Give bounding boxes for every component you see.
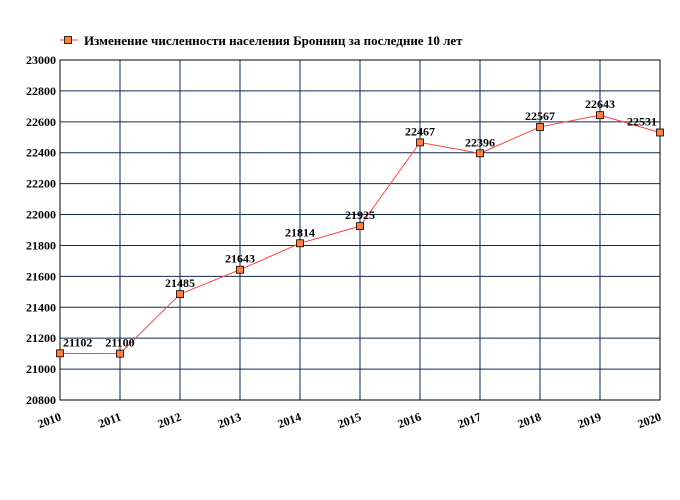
legend-marker: [64, 36, 72, 44]
plot-frame: [59, 59, 661, 401]
data-label: 21814: [285, 225, 315, 239]
y-tick-label: 22400: [26, 146, 56, 160]
data-point-marker: [356, 222, 364, 231]
data-label: 21643: [225, 252, 255, 266]
data-point-marker: [416, 138, 424, 147]
data-point-marker: [656, 128, 664, 137]
x-tick-label: 2012: [156, 410, 183, 431]
data-point-marker: [236, 265, 244, 274]
x-tick-label: 2017: [456, 410, 483, 431]
data-label: 21925: [345, 208, 375, 222]
y-tick-label: 21400: [26, 300, 56, 314]
data-point-marker: [296, 239, 304, 248]
x-tick-label: 2010: [36, 410, 63, 431]
y-tick-label: 22000: [26, 208, 56, 222]
data-label: 22531: [627, 114, 657, 128]
data-point-marker: [56, 349, 64, 358]
legend: Изменение численности населения Бронниц …: [60, 33, 463, 48]
series-markers: [56, 111, 664, 358]
y-tick-label: 21800: [26, 238, 56, 252]
data-point-marker: [476, 149, 484, 158]
data-label: 21100: [105, 336, 134, 350]
x-tick-label: 2018: [516, 410, 543, 431]
legend-series-label: Изменение численности населения Бронниц …: [84, 33, 463, 48]
y-tick-label: 23000: [26, 53, 56, 67]
y-tick-label: 21600: [26, 269, 56, 283]
data-point-marker: [536, 123, 544, 131]
data-labels: 21102 21100 21485 21643 21814 21925 22467 22396…: [63, 97, 657, 349]
x-tick-label: 2014: [276, 410, 303, 431]
data-label: 22396: [465, 135, 495, 149]
y-axis-ticks: 20800 21000 21200 21400 21600 21800 22000 22200…: [26, 53, 56, 407]
grid: [59, 59, 661, 401]
data-point-marker: [176, 290, 184, 299]
data-point-marker: [116, 349, 124, 358]
y-tick-label: 22200: [26, 177, 56, 191]
x-tick-label: 2016: [396, 410, 423, 431]
y-tick-label: 21200: [26, 331, 56, 345]
x-axis-ticks: 2010 2011 2012 2013 2014 2015 2016 2017 2018 2019…: [36, 410, 663, 431]
x-tick-label: 2013: [216, 410, 243, 431]
y-tick-label: 22800: [26, 84, 56, 98]
data-point-marker: [596, 111, 604, 120]
data-label: 22467: [405, 124, 435, 138]
x-tick-label: 2015: [336, 410, 363, 431]
x-tick-label: 2011: [96, 410, 123, 431]
data-label: 21485: [165, 276, 195, 290]
data-label: 22643: [585, 97, 615, 111]
data-label: 21102: [63, 335, 92, 349]
x-tick-label: 2020: [636, 410, 663, 431]
y-tick-label: 21000: [26, 362, 56, 376]
data-label: 22567: [525, 109, 555, 123]
y-tick-label: 20800: [26, 393, 56, 407]
y-tick-label: 22600: [26, 115, 56, 129]
x-tick-label: 2019: [576, 410, 603, 431]
